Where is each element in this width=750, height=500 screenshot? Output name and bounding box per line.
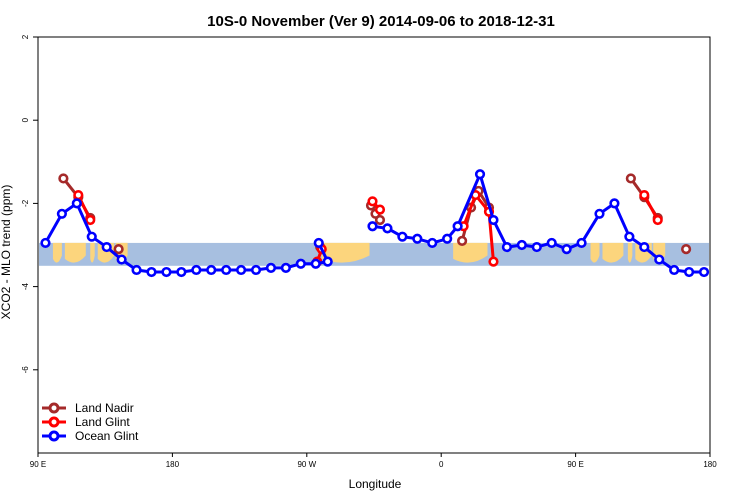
land-mass bbox=[453, 242, 488, 263]
land-mass bbox=[52, 242, 62, 263]
land-mass bbox=[602, 242, 624, 263]
data-point-ocean-glint bbox=[280, 262, 291, 273]
data-point-land-glint bbox=[85, 214, 96, 226]
legend-marker-land-nadir bbox=[48, 402, 60, 414]
land-mass bbox=[64, 242, 86, 263]
data-point-ocean-glint bbox=[161, 266, 172, 278]
data-point-ocean-glint bbox=[412, 233, 423, 244]
data-point-ocean-glint bbox=[131, 264, 142, 276]
data-point-ocean-glint bbox=[501, 241, 513, 253]
legend-marker-ocean-glint bbox=[48, 430, 60, 442]
data-point-ocean-glint bbox=[322, 256, 333, 267]
land-shapes bbox=[52, 242, 666, 263]
data-point-ocean-glint bbox=[382, 223, 393, 234]
y-tick-label: -4 bbox=[21, 282, 30, 290]
data-point-ocean-glint bbox=[235, 264, 247, 276]
data-point-ocean-glint bbox=[176, 266, 187, 278]
data-point-ocean-glint bbox=[442, 233, 453, 244]
data-point-land-nadir bbox=[374, 214, 386, 226]
x-tick-label: 90 E bbox=[567, 460, 583, 469]
data-point-ocean-glint bbox=[639, 241, 650, 253]
data-point-ocean-glint bbox=[474, 169, 486, 180]
y-tick-label: 0 bbox=[21, 117, 30, 122]
data-point-land-nadir bbox=[625, 173, 636, 184]
data-point-ocean-glint bbox=[191, 264, 202, 276]
y-tick-label: -2 bbox=[21, 199, 30, 207]
legend-label-land-glint: Land Glint bbox=[75, 415, 130, 429]
x-tick-label: 180 bbox=[703, 460, 717, 469]
series-ocean-glint bbox=[40, 169, 710, 278]
x-tick-label: 90 E bbox=[30, 460, 46, 469]
y-axis-label: XCO2 - MLO trend (ppm) bbox=[0, 185, 13, 320]
legend-marker-land-glint bbox=[48, 416, 60, 428]
legend-item-ocean-glint: Ocean Glint bbox=[42, 429, 139, 443]
data-point-ocean-glint bbox=[56, 208, 67, 219]
land-mass bbox=[627, 242, 633, 263]
x-axis: 90 E 180 90 W 0 90 E 180 bbox=[30, 453, 717, 469]
legend-item-land-nadir: Land Nadir bbox=[42, 401, 134, 415]
legend-item-land-glint: Land Glint bbox=[42, 415, 130, 429]
data-point-ocean-glint bbox=[86, 231, 97, 242]
data-point-land-nadir bbox=[681, 244, 692, 255]
data-point-ocean-glint bbox=[250, 264, 262, 276]
plot-frame bbox=[37, 36, 711, 454]
data-point-ocean-glint bbox=[683, 266, 695, 278]
data-point-land-nadir bbox=[113, 244, 124, 255]
data-point-ocean-glint bbox=[116, 254, 127, 265]
x-tick-label: 0 bbox=[439, 460, 444, 469]
data-point-ocean-glint bbox=[427, 237, 438, 249]
x-axis-label: Longitude bbox=[349, 477, 402, 491]
data-point-ocean-glint bbox=[624, 231, 635, 242]
series-layer bbox=[40, 169, 710, 278]
series-line-land-glint bbox=[462, 193, 495, 262]
data-point-ocean-glint bbox=[146, 266, 157, 278]
data-point-land-glint bbox=[367, 196, 378, 207]
x-tick-label: 180 bbox=[166, 460, 180, 469]
data-point-land-nadir bbox=[457, 235, 468, 246]
data-point-ocean-glint bbox=[313, 237, 324, 249]
y-tick-label: -6 bbox=[21, 366, 30, 374]
data-point-land-glint bbox=[652, 214, 663, 226]
data-point-ocean-glint bbox=[488, 214, 499, 226]
data-point-ocean-glint bbox=[295, 258, 306, 269]
data-point-ocean-glint bbox=[531, 241, 542, 253]
data-point-land-glint bbox=[73, 189, 84, 201]
data-point-ocean-glint bbox=[221, 264, 232, 276]
data-point-ocean-glint bbox=[576, 237, 587, 249]
land-mass bbox=[90, 242, 95, 263]
data-point-ocean-glint bbox=[452, 221, 463, 232]
data-point-ocean-glint bbox=[698, 266, 710, 278]
data-point-ocean-glint bbox=[71, 198, 82, 209]
data-point-ocean-glint bbox=[101, 241, 112, 253]
y-axis: 2 0 -2 -4 -6 bbox=[21, 34, 38, 373]
legend: Land Nadir Land Glint Ocean Glint bbox=[42, 401, 139, 443]
data-point-ocean-glint bbox=[669, 264, 680, 276]
map-strip bbox=[39, 242, 709, 266]
data-point-ocean-glint bbox=[206, 264, 217, 276]
legend-label-land-nadir: Land Nadir bbox=[75, 401, 134, 415]
data-point-land-nadir bbox=[58, 173, 69, 184]
data-point-ocean-glint bbox=[546, 237, 557, 249]
data-point-ocean-glint bbox=[594, 208, 605, 219]
land-mass bbox=[321, 242, 370, 263]
chart-title: 10S-0 November (Ver 9) 2014-09-06 to 201… bbox=[207, 13, 555, 30]
data-point-ocean-glint bbox=[561, 244, 572, 255]
legend-label-ocean-glint: Ocean Glint bbox=[75, 429, 139, 443]
data-point-land-glint bbox=[639, 189, 650, 201]
data-point-ocean-glint bbox=[310, 258, 321, 269]
x-tick-label: 90 W bbox=[297, 460, 316, 469]
data-point-ocean-glint bbox=[40, 237, 51, 249]
land-mass bbox=[590, 242, 600, 263]
data-point-ocean-glint bbox=[367, 221, 378, 232]
data-point-land-glint bbox=[374, 204, 386, 215]
data-point-ocean-glint bbox=[516, 239, 527, 251]
data-point-land-glint bbox=[488, 256, 499, 267]
data-point-ocean-glint bbox=[397, 231, 408, 242]
y-tick-label: 2 bbox=[21, 34, 30, 39]
data-point-ocean-glint bbox=[609, 198, 620, 209]
data-point-ocean-glint bbox=[265, 262, 277, 273]
series-land-glint bbox=[73, 189, 663, 267]
data-point-ocean-glint bbox=[654, 254, 665, 265]
